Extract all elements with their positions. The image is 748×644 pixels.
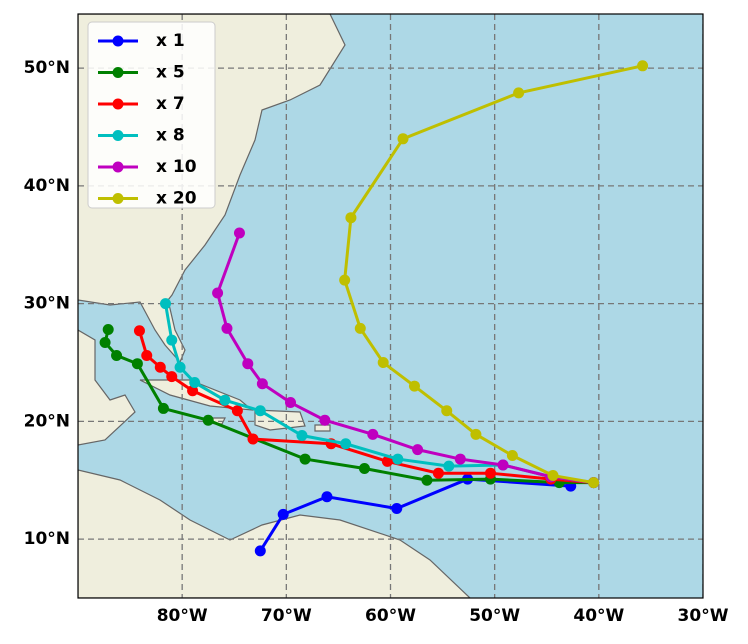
track-point bbox=[111, 349, 123, 361]
track-point bbox=[358, 462, 370, 474]
track-point bbox=[513, 87, 525, 99]
track-point bbox=[233, 227, 245, 239]
track-point bbox=[321, 491, 333, 503]
tracks bbox=[99, 60, 649, 557]
legend-entries: x 1 x 5 x 7 x 8 x 10 x 20 bbox=[98, 31, 197, 209]
track-point bbox=[408, 380, 420, 392]
legend-marker bbox=[112, 67, 124, 78]
track-point bbox=[397, 133, 409, 145]
track-point bbox=[421, 474, 433, 486]
track-point bbox=[296, 430, 308, 442]
track-point bbox=[454, 453, 466, 465]
legend-label: x 1 bbox=[156, 31, 185, 51]
track-point bbox=[441, 405, 453, 417]
track-point bbox=[412, 444, 424, 456]
track-point bbox=[174, 361, 186, 373]
track-point bbox=[219, 394, 231, 406]
x-tick-label: 30°W bbox=[678, 606, 729, 626]
x-tick-label: 50°W bbox=[469, 606, 520, 626]
track-point bbox=[377, 357, 389, 369]
y-tick-label: 10°N bbox=[24, 529, 70, 549]
track-point bbox=[256, 378, 268, 390]
legend-marker bbox=[112, 193, 124, 204]
legend-marker bbox=[112, 161, 124, 173]
track-point bbox=[367, 428, 379, 440]
track-point bbox=[432, 467, 444, 479]
track-point bbox=[231, 405, 243, 417]
track-point bbox=[154, 361, 166, 373]
track-point bbox=[133, 325, 145, 337]
track-point bbox=[160, 298, 171, 310]
track-point bbox=[141, 349, 153, 361]
track-point bbox=[345, 212, 357, 224]
track-point bbox=[166, 371, 178, 383]
track-point bbox=[99, 337, 111, 348]
x-tick-label: 60°W bbox=[365, 606, 416, 626]
track-point bbox=[319, 414, 331, 426]
frame bbox=[77, 13, 704, 599]
track-point bbox=[285, 397, 296, 409]
track-point bbox=[299, 453, 311, 465]
track-point bbox=[277, 508, 289, 520]
legend-marker bbox=[112, 130, 124, 141]
x-tick-label: 70°W bbox=[261, 606, 312, 626]
track-point bbox=[506, 450, 518, 462]
legend-marker bbox=[112, 35, 124, 47]
track-point bbox=[166, 334, 178, 346]
legend bbox=[87, 21, 216, 209]
track-point bbox=[470, 428, 482, 440]
x-tick-label: 40°W bbox=[573, 606, 624, 626]
legend-label: x 10 bbox=[156, 157, 197, 177]
track-point bbox=[247, 433, 259, 445]
track-point bbox=[131, 358, 143, 370]
track-point bbox=[339, 274, 351, 286]
track-point bbox=[381, 455, 393, 467]
track-point bbox=[187, 385, 199, 397]
y-tick-label: 40°N bbox=[24, 176, 70, 196]
legend-label: x 8 bbox=[156, 126, 185, 146]
track-point bbox=[485, 467, 496, 479]
y-tick-label: 20°N bbox=[24, 411, 70, 431]
track-point bbox=[212, 287, 224, 299]
y-tick-label: 30°N bbox=[24, 294, 70, 314]
track-point bbox=[392, 453, 404, 465]
track-point bbox=[391, 503, 403, 515]
track-point bbox=[254, 405, 266, 417]
y-tick-label: 50°N bbox=[24, 58, 70, 78]
track-point bbox=[242, 358, 254, 370]
legend-label: x 7 bbox=[156, 94, 185, 114]
track-point bbox=[189, 377, 201, 389]
track-point bbox=[443, 460, 455, 472]
track-point bbox=[637, 60, 649, 72]
track-point bbox=[354, 322, 366, 334]
track-point bbox=[547, 470, 559, 482]
track-point bbox=[254, 545, 266, 557]
legend-label: x 5 bbox=[156, 63, 185, 83]
track-point bbox=[221, 322, 233, 334]
track-point bbox=[588, 477, 600, 489]
legend-label: x 20 bbox=[156, 189, 197, 209]
x-tick-label: 80°W bbox=[157, 606, 208, 626]
track-point bbox=[340, 438, 352, 450]
legend-marker bbox=[112, 98, 124, 110]
track-point bbox=[157, 402, 169, 414]
track-point bbox=[202, 414, 214, 426]
track-point bbox=[497, 459, 509, 471]
track-point bbox=[102, 324, 114, 336]
